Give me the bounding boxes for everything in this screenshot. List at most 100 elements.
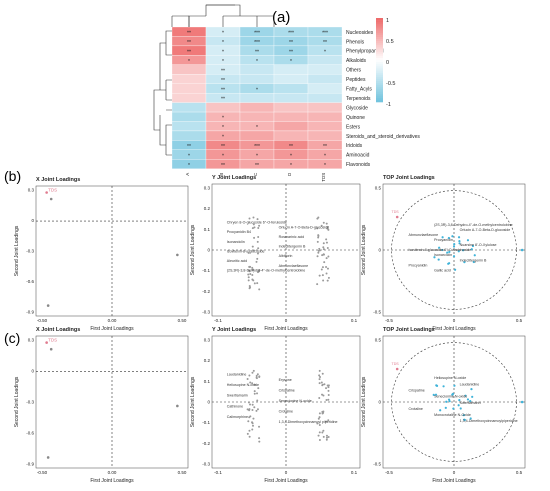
data-point	[320, 381, 323, 384]
point-label: Laudanidine	[460, 382, 480, 386]
data-point	[469, 417, 472, 420]
y-tick-label: -0.3	[202, 310, 210, 315]
heatmap-star: **	[323, 40, 327, 46]
data-point	[452, 407, 455, 410]
point-label: Aleuritic acid	[227, 259, 247, 263]
legend-swatch	[376, 91, 383, 94]
data-point	[319, 376, 322, 379]
point-label: Swertiamarin	[460, 401, 481, 405]
data-point	[463, 261, 466, 264]
heatmap-cell	[171, 130, 207, 141]
data-point	[434, 393, 438, 396]
data-point	[248, 265, 251, 268]
data-point	[462, 414, 465, 417]
data-point	[453, 384, 456, 387]
data-point	[247, 273, 250, 276]
y-tick-label: 0.3	[204, 186, 211, 191]
point-label: Monocrotaline N-Oxide	[434, 413, 471, 417]
data-point	[451, 235, 454, 238]
legend-tick: -1	[386, 102, 391, 108]
y-tick-label: -0.9	[26, 310, 34, 315]
point-label: Crispatine	[279, 388, 295, 392]
heatmap-star: **	[221, 87, 225, 93]
x-tick-label: 0	[285, 470, 288, 475]
y-tick-label: -0.5	[373, 462, 381, 467]
y-tick-label: -0.3	[26, 400, 34, 405]
data-point	[322, 279, 325, 282]
data-point	[318, 396, 321, 399]
point-label: Procyanidin	[434, 238, 453, 242]
point-label: Procyanidin B4	[227, 230, 251, 234]
data-point	[248, 435, 251, 438]
data-point	[252, 216, 255, 219]
y-tick-label: -0.2	[202, 289, 210, 294]
data-point	[247, 251, 250, 254]
y-axis-label: Second Joint Loadings	[190, 224, 196, 275]
heatmap-cell	[307, 159, 343, 169]
data-point	[258, 440, 261, 443]
data-point	[251, 382, 254, 385]
heatmap-star: ***	[254, 40, 260, 46]
legend-swatch	[376, 99, 383, 103]
data-point	[322, 248, 325, 251]
data-point	[520, 400, 524, 404]
data-point	[251, 422, 254, 425]
legend-swatch	[376, 83, 383, 86]
data-point	[252, 417, 255, 420]
heatmap-star: *	[290, 59, 292, 65]
legend-swatch	[376, 57, 383, 61]
x-tick-label: 0.5	[516, 470, 523, 475]
heatmap-star: ***	[322, 31, 328, 37]
legend-swatch	[376, 62, 383, 65]
data-point	[251, 428, 254, 431]
data-point	[447, 236, 451, 240]
point-label: Crotaline	[409, 407, 423, 411]
data-point	[321, 372, 324, 375]
data-point	[256, 257, 259, 260]
data-point	[327, 394, 330, 397]
data-point-tds	[395, 367, 399, 371]
data-point	[459, 407, 462, 410]
data-point	[247, 401, 250, 404]
data-point	[325, 266, 328, 269]
heatmap-star: *	[324, 163, 326, 169]
heatmap-star: *	[256, 125, 258, 131]
plot-title: Y Joint Loadings	[212, 175, 256, 181]
data-point	[469, 400, 472, 403]
x-tick-label: 0	[453, 318, 456, 323]
dendrogram	[153, 4, 275, 156]
point-label: Crispatine	[409, 388, 425, 392]
data-point	[321, 383, 324, 386]
heatmap-star: **	[255, 163, 259, 169]
heatmap-star: *	[222, 116, 224, 122]
x-tick-label: 0.1	[351, 470, 358, 475]
data-point	[470, 248, 473, 251]
heatmap-star: *	[222, 59, 224, 65]
panel-label-b: (b)	[4, 168, 21, 184]
y-tick-label: -0.1	[202, 268, 210, 273]
data-point	[316, 255, 319, 258]
y-tick-label: -0.9	[26, 462, 34, 467]
data-point	[458, 399, 461, 402]
data-point	[432, 393, 435, 396]
data-point	[316, 240, 319, 243]
point-label: Senecionine N-oxide	[279, 399, 312, 403]
data-point	[256, 282, 259, 285]
data-point	[317, 434, 320, 437]
legend-swatch	[376, 66, 383, 69]
legend-swatch	[376, 97, 383, 101]
data-point	[318, 412, 321, 415]
data-point	[461, 249, 465, 252]
data-point	[448, 262, 451, 265]
data-point	[321, 431, 324, 434]
heatmap-star: **	[323, 144, 327, 150]
x-tick-label: -0.50	[37, 470, 48, 475]
data-point	[326, 279, 329, 282]
data-point	[325, 238, 328, 241]
data-point	[447, 398, 451, 401]
x-axis-label: First Joint Loadings	[432, 478, 476, 484]
data-point-tds	[395, 215, 399, 219]
data-point	[317, 417, 320, 420]
point-label: Erysone	[279, 378, 292, 382]
